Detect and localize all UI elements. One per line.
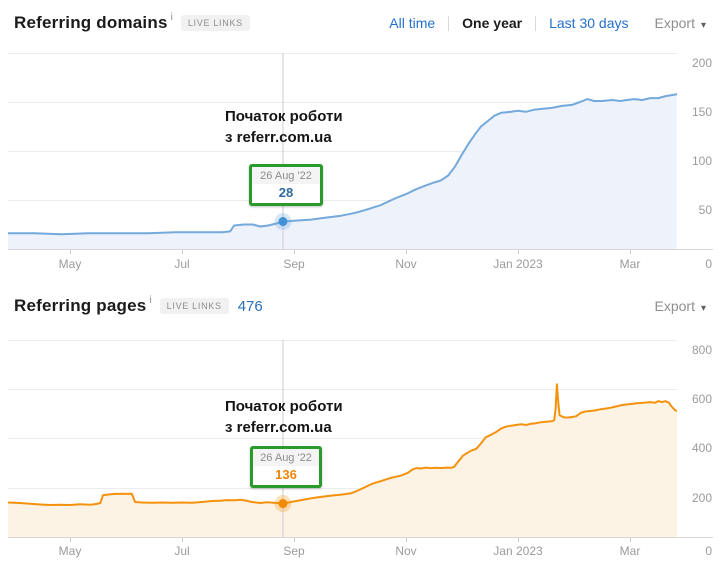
- x-tick-label: Sep: [283, 257, 305, 271]
- referring-pages-count[interactable]: 476: [237, 297, 263, 315]
- gridline-100: [8, 151, 677, 152]
- x-tick: [70, 250, 71, 254]
- annotation-line-1: Початок роботи: [225, 398, 343, 415]
- annotation-line-2: з referr.com.ua: [225, 129, 332, 146]
- x-tick-label: Jan 2023: [493, 544, 543, 558]
- referring-domains-title-group: Referring domains i LIVE LINKS: [14, 13, 250, 33]
- x-tick: [406, 538, 407, 542]
- x-axis-line: [8, 249, 713, 250]
- x-tick-label: Nov: [395, 257, 417, 271]
- x-tick: [518, 250, 519, 254]
- tooltip-date: 26 Aug '22: [253, 449, 319, 466]
- filter-all-time[interactable]: All time: [389, 15, 436, 31]
- x-tick-label: Nov: [395, 544, 417, 558]
- marker-tooltip: 26 Aug '22 28: [249, 164, 323, 206]
- y-tick-label: 200: [691, 491, 712, 505]
- chevron-down-icon: ▾: [700, 20, 706, 31]
- y-tick-label: 800: [691, 343, 712, 357]
- y-tick-label: 0: [705, 544, 712, 558]
- chart-controls: Export ▾: [629, 298, 707, 314]
- y-tick-label: 100: [691, 154, 712, 168]
- y-tick-label: 400: [691, 441, 712, 455]
- y-tick-label: 50: [698, 203, 712, 217]
- referring-pages-title-group: Referring pages i LIVE LINKS 476: [14, 296, 263, 316]
- tooltip-value: 136: [253, 466, 319, 485]
- export-label: Export: [654, 298, 695, 314]
- x-tick: [294, 538, 295, 542]
- x-tick: [518, 538, 519, 542]
- referring-pages-chart[interactable]: [8, 340, 677, 537]
- x-tick-label: May: [58, 544, 82, 558]
- gridline-600: [8, 389, 677, 390]
- x-tick: [70, 538, 71, 542]
- x-tick-label: Jan 2023: [493, 257, 543, 271]
- info-icon[interactable]: i: [170, 12, 173, 23]
- export-button[interactable]: Export ▾: [655, 15, 707, 31]
- annotation-text: Початок роботи з referr.com.ua: [225, 396, 343, 438]
- referring-domains-header: Referring domains i LIVE LINKS All time …: [14, 10, 706, 36]
- x-tick-label: Sep: [283, 544, 305, 558]
- referring-pages-header: Referring pages i LIVE LINKS 476 Export ▾: [14, 293, 706, 319]
- marker-tooltip: 26 Aug '22 136: [250, 446, 322, 488]
- annotation-line-2: з referr.com.ua: [225, 419, 332, 436]
- gridline-400: [8, 438, 677, 439]
- gridline-200: [8, 488, 677, 489]
- y-tick-label: 600: [691, 392, 712, 406]
- info-icon[interactable]: i: [149, 295, 152, 306]
- referring-pages-title: Referring pages: [14, 296, 147, 315]
- x-tick: [630, 538, 631, 542]
- gridline-150: [8, 102, 677, 103]
- live-links-badge: LIVE LINKS: [159, 298, 229, 314]
- x-tick-label: May: [58, 257, 82, 271]
- x-tick-label: Mar: [619, 544, 641, 558]
- gridline-200: [8, 53, 677, 54]
- x-tick: [182, 250, 183, 254]
- x-axis-line: [8, 537, 713, 538]
- export-label: Export: [654, 15, 695, 31]
- referring-domains-chart[interactable]: [8, 53, 677, 249]
- filter-separator: [448, 15, 450, 31]
- gridline-50: [8, 200, 677, 201]
- filter-one-year[interactable]: One year: [462, 15, 523, 31]
- filter-separator: [535, 15, 537, 31]
- x-tick: [406, 250, 407, 254]
- x-tick-label: Jul: [174, 257, 190, 271]
- referring-domains-title: Referring domains: [14, 13, 168, 32]
- y-tick-label: 0: [705, 257, 712, 271]
- x-tick: [182, 538, 183, 542]
- y-tick-label: 150: [691, 105, 712, 119]
- tooltip-date: 26 Aug '22: [252, 167, 320, 184]
- x-tick-label: Mar: [619, 257, 641, 271]
- export-button[interactable]: Export ▾: [655, 298, 707, 314]
- y-tick-label: 200: [691, 56, 712, 70]
- gridline-800: [8, 340, 677, 341]
- filter-last-30-days[interactable]: Last 30 days: [549, 15, 629, 31]
- live-links-badge: LIVE LINKS: [180, 15, 250, 31]
- annotation-line-1: Початок роботи: [225, 108, 343, 125]
- annotation-text: Початок роботи з referr.com.ua: [225, 106, 343, 148]
- x-tick-label: Jul: [174, 544, 190, 558]
- x-tick: [630, 250, 631, 254]
- tooltip-value: 28: [252, 184, 320, 203]
- chevron-down-icon: ▾: [700, 303, 706, 314]
- x-tick: [294, 250, 295, 254]
- chart-controls: All time One year Last 30 days Export ▾: [389, 15, 706, 31]
